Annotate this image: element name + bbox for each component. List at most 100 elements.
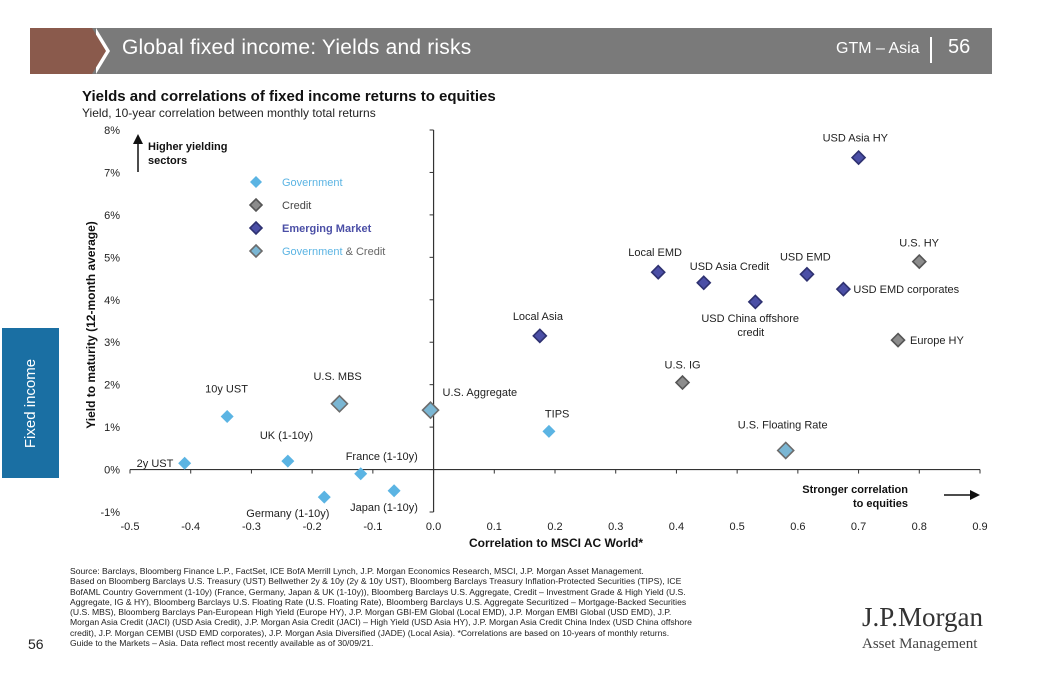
data-point [330,394,349,413]
footnote-line: (U.S. MBS), Bloomberg Barclays Pan-Europ… [70,607,672,618]
chart-point-labels: 2y UST 10y UST UK (1-10y) Germany (1-10y) Fr… [137,133,965,521]
point-label: Local EMD [628,247,682,259]
data-point [542,424,556,438]
point-label: USD Asia HY [823,133,889,145]
footnote-line: Source: Barclays, Bloomberg Finance L.P.… [70,566,644,576]
header-accent [30,28,92,74]
x-tick-label: -0.4 [181,521,200,533]
y-tick-label: 2% [104,380,120,392]
point-label: USD Asia Credit [690,261,769,273]
data-point [421,401,440,420]
x-tick-label: -0.3 [242,521,261,533]
data-point [850,149,867,166]
annotation-sectors: sectors [148,155,187,167]
chart-subtitle: Yield, 10-year correlation between month… [82,106,376,120]
chart-points [178,149,927,504]
chart-ticks: -0.5 -0.4 -0.3 -0.2 -0.1 0.0 0.1 0.2 0.3 0.4 0.5 0.… [100,125,987,533]
point-label: USD EMD corporates [853,284,959,296]
footnote-line: Guide to the Markets – Asia. Data reflec… [70,638,374,649]
up-arrow-icon [133,134,143,144]
point-label: Germany (1-10y) [246,508,329,520]
x-tick-label: 0.0 [426,521,441,533]
point-label: USD China offshore [701,313,799,325]
right-arrow-icon [970,490,980,500]
chart-annotations: Higher yielding sectors Stronger correlati… [133,134,980,510]
annotation-to-equities: to equities [853,498,908,510]
annotation-stronger-correlation: Stronger correlation [802,484,908,496]
chart-title: Yields and correlations of fixed income … [82,88,496,105]
x-tick-label: 0.5 [729,521,744,533]
legend-label-part: & Credit [343,246,386,258]
footnote-line: Based on Bloomberg Barclays U.S. Treasur… [70,576,682,587]
side-tab [2,328,59,478]
data-point [354,467,368,481]
data-point [835,281,852,297]
point-label: Europe HY [910,335,964,347]
data-point [317,490,331,504]
point-label: 10y UST [205,384,248,396]
data-point [674,374,691,391]
x-tick-label: 0.9 [972,521,987,533]
annotation-higher-yielding: Higher yielding [148,141,227,153]
data-point [387,484,401,498]
data-point [220,410,234,423]
data-point [890,332,906,348]
legend-marker [250,176,262,188]
legend-marker [248,220,264,236]
data-point [696,275,712,291]
y-tick-label: -1% [100,507,120,519]
legend-label: Emerging Market [282,223,372,235]
footnote-line: Aggregate, IG & HY), Bloomberg Barclays … [70,596,687,607]
y-tick-label: 0% [104,465,120,477]
point-label: Japan (1-10y) [350,502,418,514]
header-chevron-accent [92,28,106,74]
x-tick-label: -0.1 [363,521,382,533]
legend-label: Government [282,177,343,189]
data-point [532,328,548,344]
header-bar [30,28,992,74]
y-tick-label: 1% [104,422,120,434]
point-label: U.S. IG [665,360,701,372]
scatter-chart: -0.5 -0.4 -0.3 -0.2 -0.1 0.0 0.1 0.2 0.3 0.4 0.5 0.… [84,125,988,550]
x-tick-label: 0.1 [487,521,502,533]
data-point [747,294,763,310]
point-label: France (1-10y) [346,451,418,463]
page-title: Global fixed income: Yields and risks [122,36,472,59]
point-label: U.S. Floating Rate [738,419,828,431]
y-tick-label: 4% [104,295,120,307]
data-point [178,456,192,470]
footnote-line: Morgan Asia Credit (JACI) (USD Asia Cred… [70,617,692,628]
x-tick-label: 0.2 [547,521,562,533]
data-point [911,253,927,270]
y-tick-label: 6% [104,210,120,222]
x-tick-label: -0.2 [303,521,322,533]
x-tick-label: 0.4 [669,521,684,533]
x-axis-label: Correlation to MSCI AC World* [469,536,643,550]
point-label: U.S. HY [899,238,939,250]
section-label: GTM – Asia [836,40,920,57]
data-point [776,441,795,460]
footnote-line: credit), J.P. Morgan CEMBI (USD EMD corp… [70,627,670,638]
point-label: 2y UST [137,458,174,470]
x-tick-label: 0.6 [790,521,805,533]
legend-label: Credit [282,200,311,212]
data-point [650,264,666,280]
point-label: TIPS [545,408,569,420]
point-label: UK (1-10y) [260,430,313,442]
logo-subtitle: Asset Management [862,636,978,652]
footnote-line: BofAML Country Government (1-10y) (Franc… [70,586,686,597]
data-point [281,454,295,468]
point-label: U.S. Aggregate [443,387,518,399]
x-tick-label: 0.8 [912,521,927,533]
legend-label-part: Government [282,246,343,258]
y-tick-label: 5% [104,252,120,264]
point-label: Local Asia [513,311,564,323]
footnote: Source: Barclays, Bloomberg Finance L.P.… [70,566,840,648]
legend-marker [248,197,264,213]
y-axis-label: Yield to maturity (12-month average) [84,221,98,429]
x-tick-label: -0.5 [121,521,140,533]
point-label: USD EMD [780,251,831,263]
point-label: credit [737,327,764,339]
y-tick-label: 3% [104,337,120,349]
x-tick-label: 0.7 [851,521,866,533]
